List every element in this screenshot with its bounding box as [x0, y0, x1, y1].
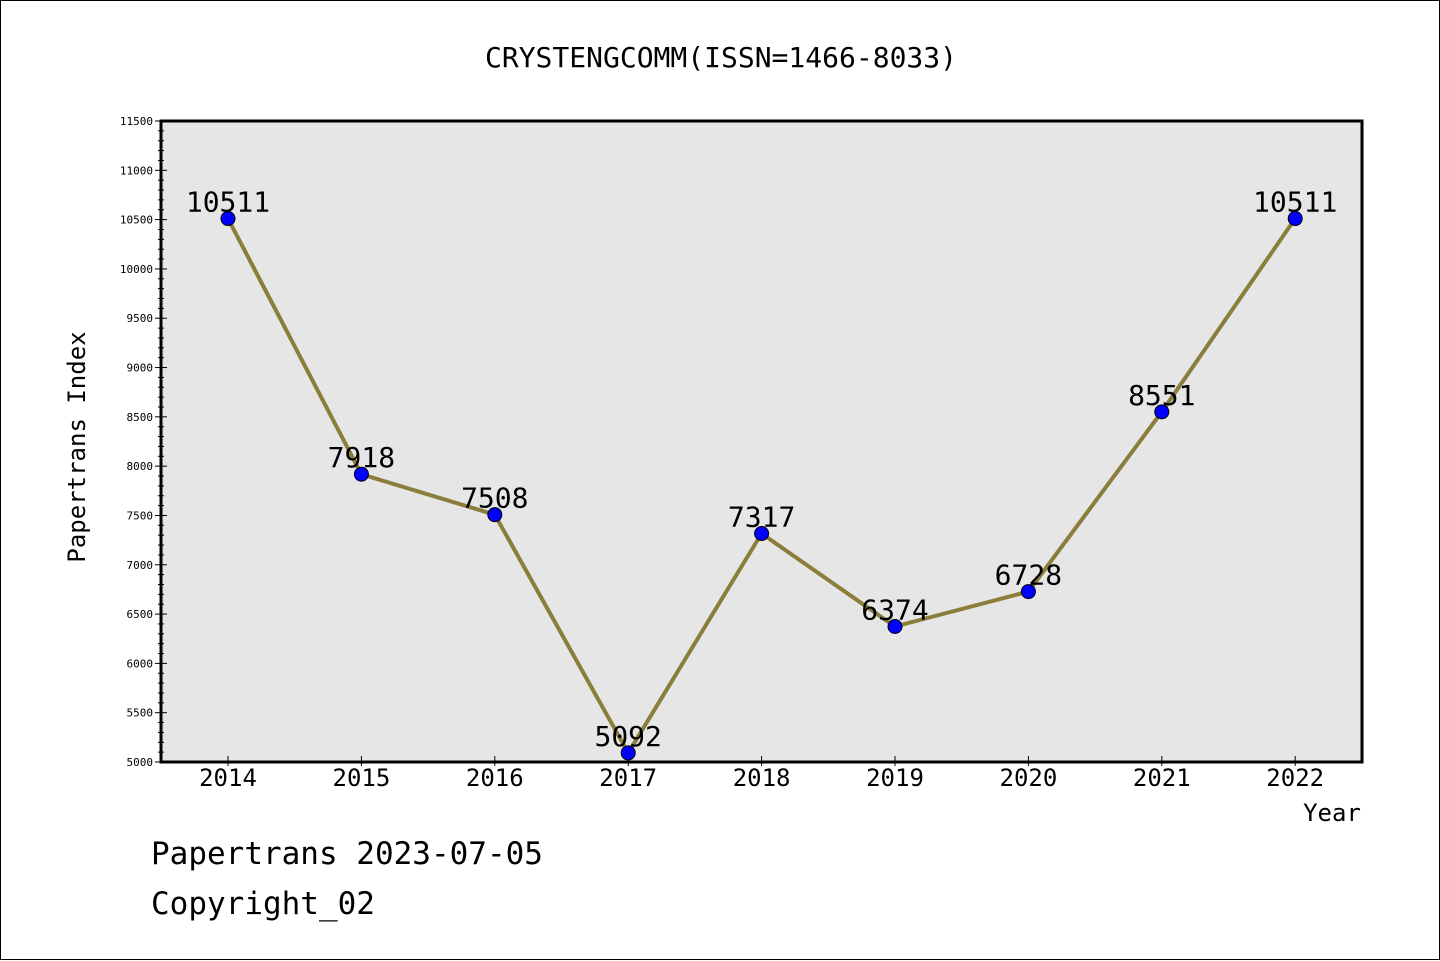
footer-copyright-text: Copyright_02	[151, 886, 375, 922]
data-point	[487, 507, 503, 523]
y-tick-label: 7500	[127, 509, 154, 522]
y-tick-label: 8000	[127, 460, 154, 473]
plot-area	[161, 121, 1362, 762]
plot-border	[159, 119, 1364, 764]
x-tick-label: 2018	[733, 764, 791, 792]
y-tick-label: 9000	[127, 362, 154, 375]
y-tick-label: 8500	[127, 411, 154, 424]
data-labels: 10511 7918 7508 5092 7317 6374 6728 8551 10511	[186, 186, 1337, 753]
x-tick-label: 2020	[1000, 764, 1058, 792]
data-label: 5092	[594, 720, 661, 753]
data-point	[887, 619, 903, 635]
data-point	[220, 211, 236, 227]
data-point	[1154, 404, 1170, 420]
y-tick-label: 7000	[127, 559, 154, 572]
data-markers	[220, 211, 1303, 761]
y-axis-title: Papertrans Index	[63, 331, 91, 562]
x-tick-label: 2017	[599, 764, 657, 792]
data-point	[754, 526, 770, 542]
y-tick-label: 10500	[120, 214, 153, 227]
y-tick-label: 11500	[120, 115, 153, 128]
data-point	[1287, 211, 1303, 227]
data-label: 7508	[461, 482, 528, 515]
y-tick-label: 5000	[127, 756, 154, 769]
footer-date-text: Papertrans 2023-07-05	[151, 836, 543, 872]
data-point	[1020, 584, 1036, 600]
y-tick-label: 11000	[120, 164, 153, 177]
data-label: 10511	[186, 186, 270, 219]
data-label: 10511	[1253, 186, 1337, 219]
y-tick-label: 6000	[127, 657, 154, 670]
data-label: 8551	[1128, 379, 1195, 412]
x-tick-label: 2014	[199, 764, 257, 792]
data-label: 6374	[861, 594, 928, 627]
y-tick-label: 9500	[127, 312, 154, 325]
y-tick-label: 5500	[127, 707, 154, 720]
y-tick-label: 10000	[120, 263, 153, 276]
x-axis: 2014 2015 2016 2017 2018 2019 2020 2021 2022	[199, 756, 1324, 792]
y-tick-label: 6500	[127, 608, 154, 621]
x-tick-label: 2016	[466, 764, 524, 792]
x-tick-label: 2019	[866, 764, 924, 792]
x-tick-label: 2015	[333, 764, 391, 792]
y-axis: 5000 5500 6000 6500 7000 7500 8000 8500 9000 9500…	[120, 115, 167, 769]
x-tick-label: 2022	[1266, 764, 1324, 792]
x-tick-label: 2021	[1133, 764, 1191, 792]
data-point	[353, 466, 369, 482]
data-label: 7918	[328, 441, 395, 474]
data-point	[620, 745, 636, 761]
data-label: 7317	[728, 501, 795, 534]
data-label: 6728	[995, 559, 1062, 592]
chart-title: CRYSTENGCOMM(ISSN=1466-8033)	[485, 41, 957, 74]
x-axis-title: Year	[1303, 799, 1361, 827]
